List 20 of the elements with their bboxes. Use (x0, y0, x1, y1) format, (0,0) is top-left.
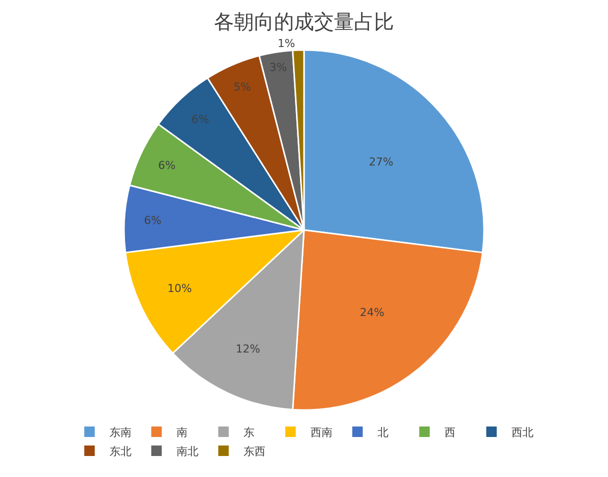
data-label: 6% (192, 112, 209, 126)
data-label: 12% (236, 342, 260, 356)
legend-label: 东 (244, 426, 254, 439)
data-label: 6% (144, 214, 162, 227)
legend-label: 南北 (176, 444, 198, 458)
data-label: 24% (360, 306, 384, 319)
legend-label: 东北 (110, 444, 132, 458)
legend-label: 南 (176, 426, 188, 439)
data-label: 5% (233, 80, 251, 94)
legend-label: 西南 (310, 426, 332, 439)
legend-label: 东西 (244, 444, 266, 458)
legend-label: 东南 (110, 426, 132, 439)
data-label: 6% (158, 158, 176, 172)
data-label: 10% (167, 282, 192, 296)
data-label: 27% (368, 155, 394, 168)
legend-label: 西北 (512, 426, 534, 439)
data-label: 1% (278, 37, 296, 50)
legend-label: 西 (444, 426, 456, 439)
chart-title: 各朝向的成交量占比 (214, 9, 394, 34)
legend-label: 北 (378, 426, 388, 439)
